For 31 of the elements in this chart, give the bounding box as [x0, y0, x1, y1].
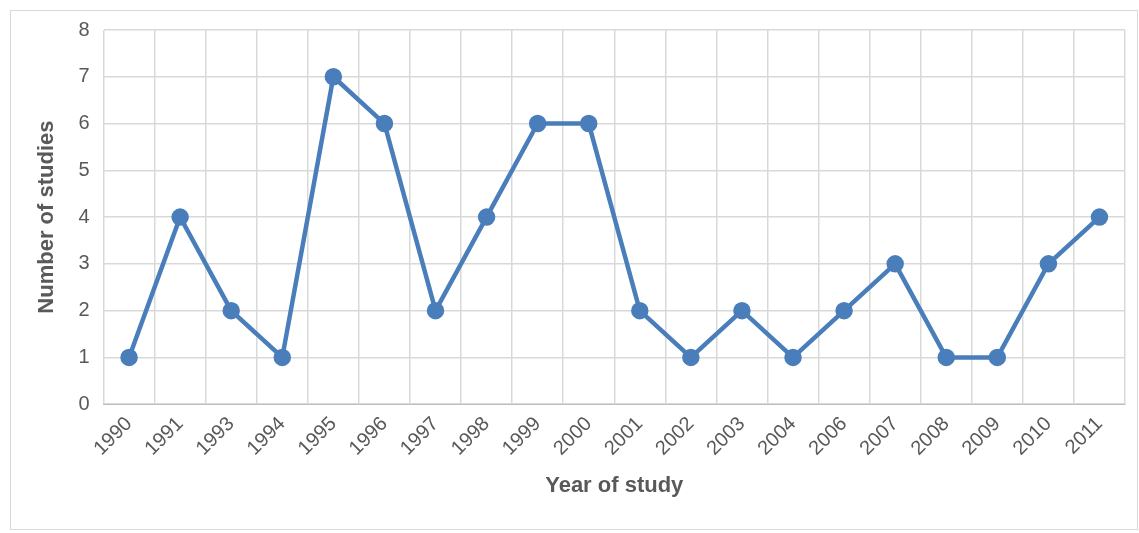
- point: [682, 348, 700, 367]
- point: [1090, 208, 1109, 226]
- point: [120, 348, 138, 367]
- y-tick-label: 6: [78, 111, 90, 134]
- y-tick-label: 1: [78, 344, 90, 367]
- point: [375, 114, 394, 133]
- point: [324, 68, 343, 86]
- point: [528, 114, 547, 133]
- y-axis-title: Number of studies: [33, 120, 59, 314]
- point: [784, 348, 802, 367]
- y-tick-label: 4: [78, 204, 90, 227]
- point: [273, 348, 292, 367]
- point: [886, 255, 904, 273]
- y-tick-label: 7: [78, 64, 90, 87]
- point: [1039, 255, 1058, 273]
- point: [988, 348, 1007, 367]
- x-axis-title: Year of study: [545, 471, 685, 497]
- point: [171, 208, 189, 226]
- point: [426, 301, 445, 320]
- y-tick-label: 5: [78, 157, 90, 180]
- point: [937, 348, 955, 367]
- point: [579, 114, 598, 133]
- y-tick-label: 8: [78, 17, 90, 40]
- point: [631, 301, 649, 320]
- y-tick-label: 2: [78, 298, 90, 321]
- point: [477, 208, 496, 226]
- point: [222, 301, 240, 320]
- point: [733, 301, 751, 320]
- y-tick-label: 0: [78, 391, 90, 414]
- y-tick-label: 3: [78, 251, 90, 274]
- point: [835, 301, 853, 320]
